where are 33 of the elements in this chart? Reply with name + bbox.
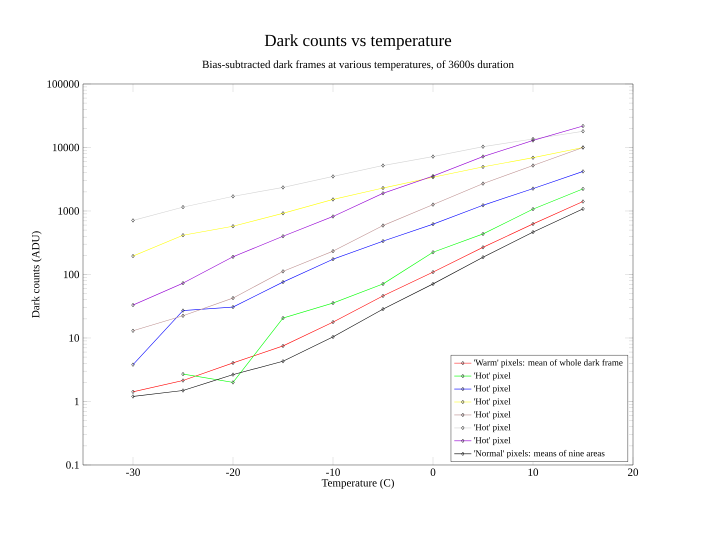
y-tick-label: 1 xyxy=(74,398,79,406)
legend-label: 'Hot' pixel xyxy=(474,372,510,380)
point xyxy=(281,359,285,364)
legend-label: 'Normal' pixels: means of nine areas xyxy=(474,450,605,458)
point xyxy=(481,255,485,260)
legend-label: 'Hot' pixel xyxy=(474,411,510,420)
y-tick-label: 1000 xyxy=(58,207,80,215)
point xyxy=(181,388,185,393)
point xyxy=(381,307,385,312)
legend-label: 'Hot' pixel xyxy=(474,424,510,432)
legend-label: 'Hot' pixel xyxy=(474,385,510,394)
legend-label: 'Hot' pixel xyxy=(474,398,510,406)
x-tick-label: -10 xyxy=(326,468,340,476)
y-tick-label: 100 xyxy=(64,270,80,278)
chart-title: Dark counts vs temperature xyxy=(264,34,452,50)
chart-subtitle: Bias-subtracted dark frames at various temperatures, of 3600s duration xyxy=(202,60,514,70)
point xyxy=(331,334,335,339)
y-tick-label: 10 xyxy=(69,334,80,342)
x-axis-title: Temperature (C) xyxy=(322,478,394,489)
x-tick-label: 20 xyxy=(628,468,638,476)
point xyxy=(231,372,235,377)
legend-label: 'Warm' pixels: mean of whole dark frame xyxy=(474,359,623,368)
y-tick-label: 0.1 xyxy=(66,461,79,469)
x-tick-label: -30 xyxy=(126,468,140,476)
y-tick-label: 100000 xyxy=(47,80,80,88)
y-tick-label: 10000 xyxy=(52,144,80,152)
point xyxy=(431,282,435,286)
legend-label: 'Hot' pixel xyxy=(474,436,510,446)
y-axis-title: Dark counts (ADU) xyxy=(32,231,42,318)
x-tick-label: -20 xyxy=(226,468,240,476)
x-tick-label: 10 xyxy=(528,468,538,476)
point xyxy=(531,230,535,234)
x-tick-label: 0 xyxy=(430,468,436,476)
